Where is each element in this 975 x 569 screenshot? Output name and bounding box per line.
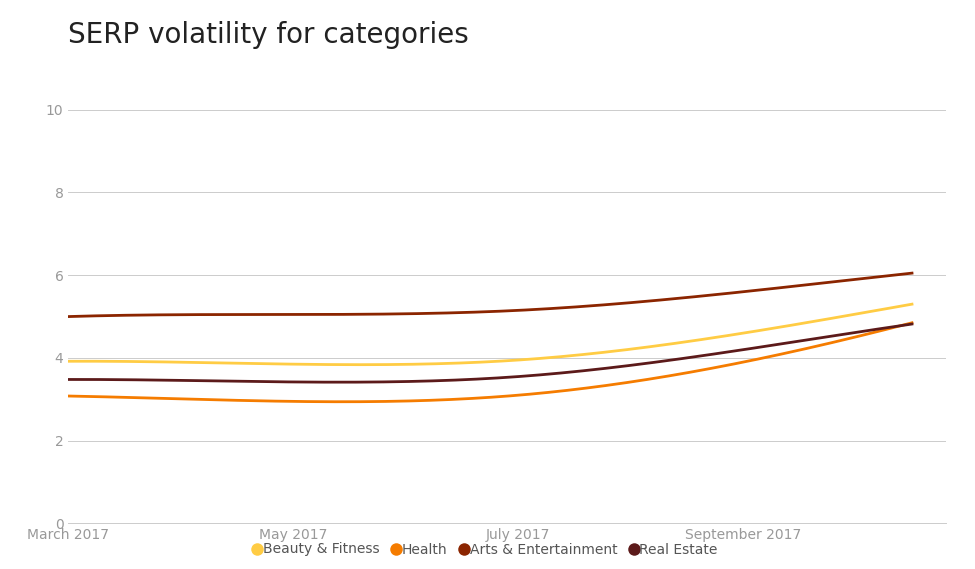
Text: SERP volatility for categories: SERP volatility for categories — [68, 21, 469, 50]
Legend: Beauty & Fitness, Health, Arts & Entertainment, Real Estate: Beauty & Fitness, Health, Arts & Enterta… — [252, 537, 723, 562]
